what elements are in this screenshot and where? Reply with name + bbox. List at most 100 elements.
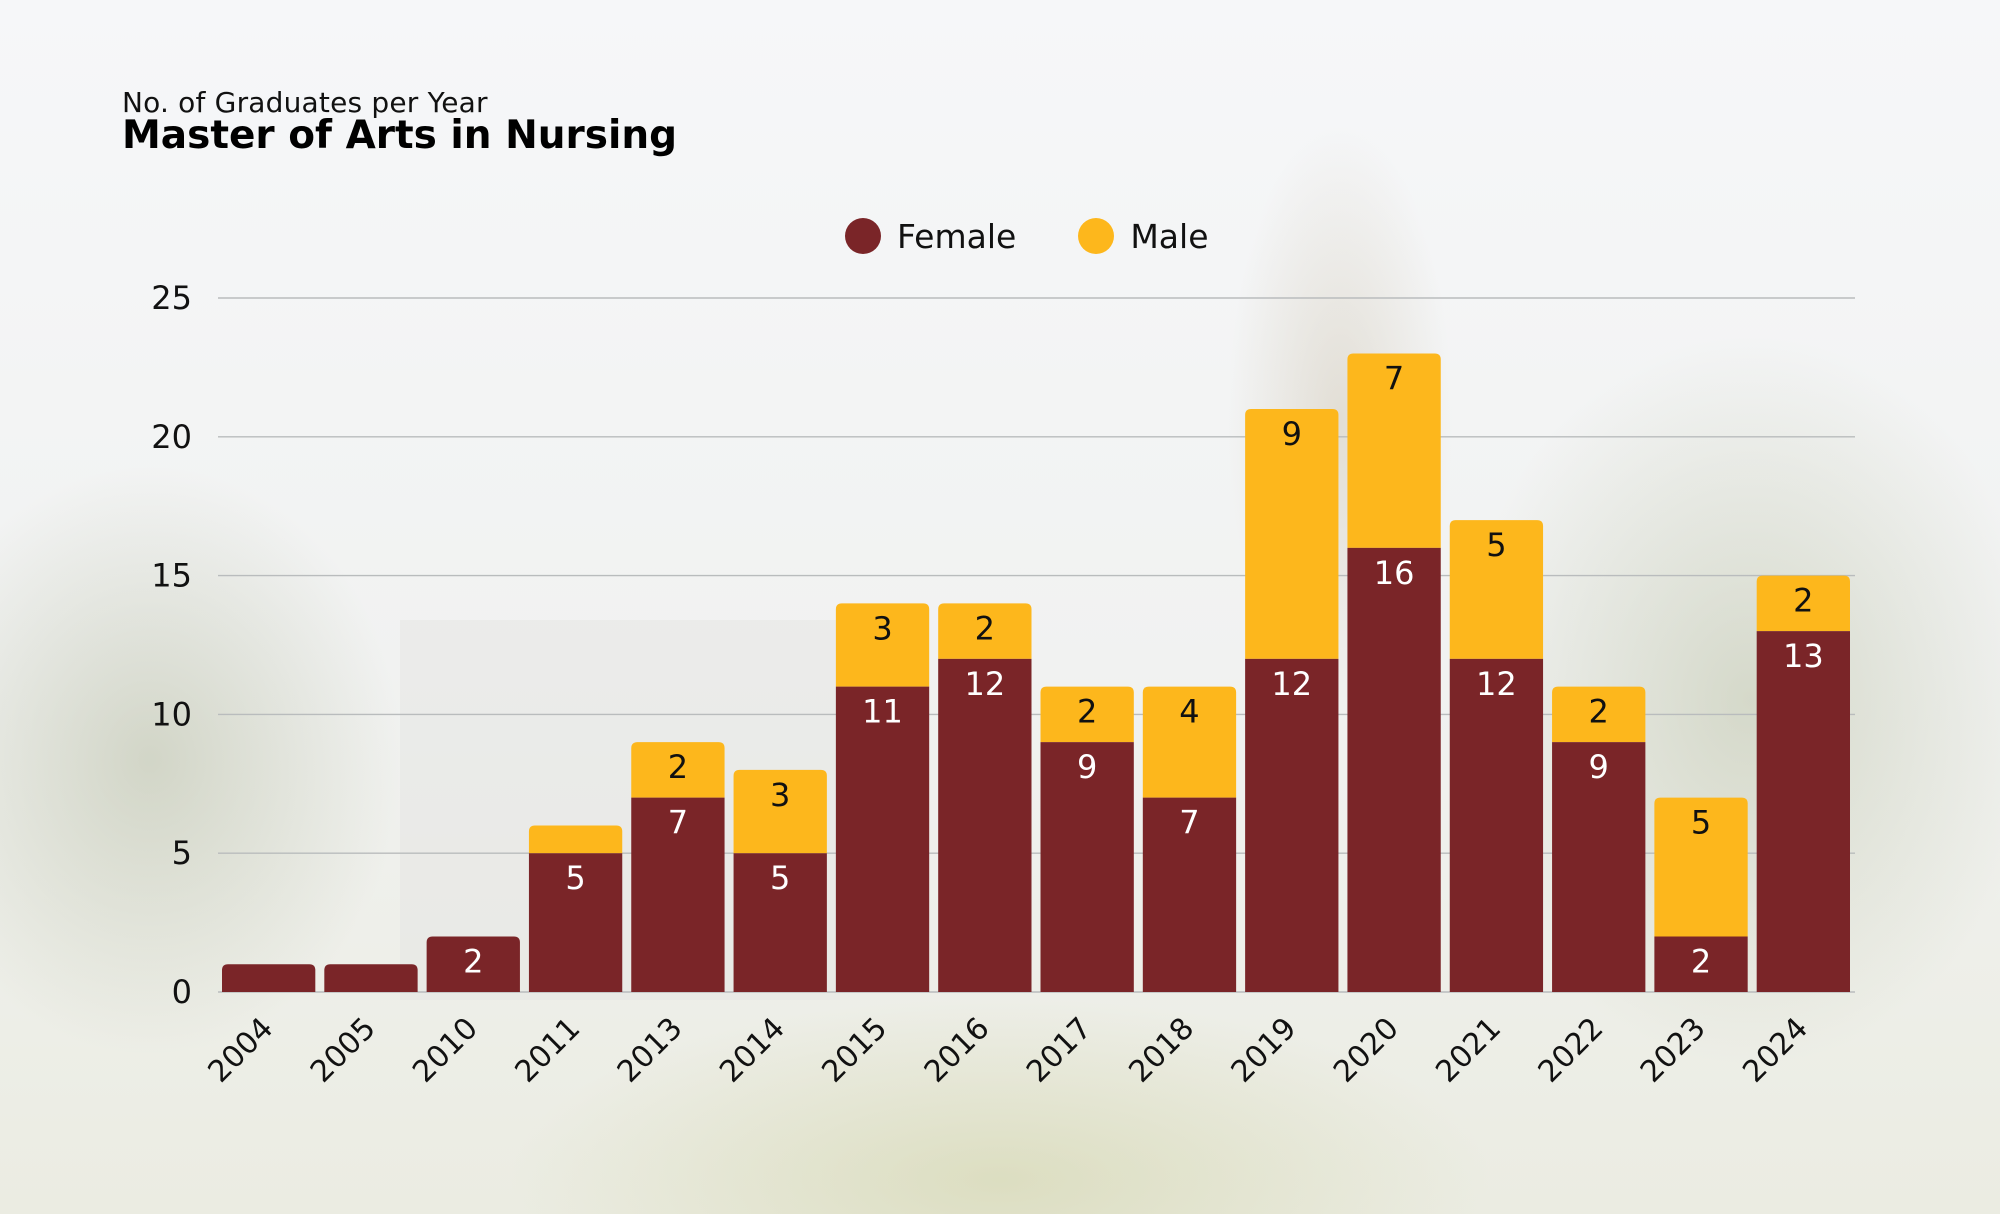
bar-male-2011[interactable] — [528, 825, 623, 854]
bar-male-2024[interactable] — [1756, 575, 1850, 632]
data-label-male: 5 — [1691, 804, 1711, 842]
data-label-male: 2 — [1793, 582, 1813, 620]
bar-male-2017[interactable] — [1040, 686, 1134, 743]
data-label-male: 2 — [1077, 693, 1097, 731]
x-tick-label: 2004 — [202, 1011, 281, 1090]
bar-group-2011: 5 — [528, 825, 623, 992]
data-label-female: 2 — [1691, 942, 1711, 980]
bar-group-2015: 3 11 — [835, 603, 930, 992]
bar-group-2024: 213 — [1756, 575, 1850, 992]
bar-group-2019: 9 12 — [1245, 409, 1339, 992]
data-label-female: 13 — [1783, 637, 1824, 675]
bar-female-2004[interactable] — [222, 964, 316, 992]
bar-female-2020[interactable] — [1347, 547, 1441, 992]
data-label-female: 5 — [565, 859, 585, 897]
data-label-female: 2 — [463, 942, 483, 980]
x-tick-label: 2023 — [1634, 1011, 1713, 1090]
legend-item-male[interactable]: Male — [1078, 216, 1209, 256]
x-tick-label: 2018 — [1122, 1011, 1201, 1090]
bar-group-2014: 35 — [733, 769, 827, 992]
data-label-female: 12 — [964, 665, 1005, 703]
data-label-female: 5 — [770, 859, 790, 897]
legend-label-male: Male — [1130, 216, 1209, 256]
data-label-male: 3 — [770, 776, 790, 814]
data-label-male: 2 — [975, 609, 995, 647]
bar-male-2020[interactable] — [1347, 353, 1441, 548]
bar-male-2021[interactable] — [1449, 520, 1544, 659]
bar-group-2017: 29 — [1040, 686, 1134, 992]
bar-group-2021: 5 12 — [1449, 520, 1544, 992]
x-tick-label: 2013 — [611, 1011, 690, 1090]
bar-male-2015[interactable] — [835, 603, 930, 687]
bar-male-2019[interactable] — [1245, 409, 1339, 659]
y-tick-label: 20 — [151, 418, 192, 456]
bar-female-2011[interactable] — [528, 853, 623, 992]
bar-group-2020: 7 16 — [1347, 353, 1441, 992]
bar-female-2015[interactable] — [835, 686, 930, 992]
y-tick-label: 10 — [151, 695, 192, 733]
bar-group-2016: 212 — [938, 603, 1032, 992]
x-tick-label: 2020 — [1327, 1011, 1406, 1090]
x-axis: 2004 2005 2010 2011 2013 2014 2015 2016 2017 2018… — [202, 1011, 1815, 1090]
bar-female-2013[interactable] — [631, 797, 725, 992]
bar-group-2005 — [324, 964, 418, 992]
bar-female-2017[interactable] — [1040, 742, 1134, 992]
x-tick-label: 2010 — [406, 1011, 485, 1090]
bar-female-2021[interactable] — [1449, 658, 1544, 992]
x-tick-label: 2011 — [509, 1011, 588, 1090]
bar-male-2023[interactable] — [1654, 797, 1748, 937]
legend-swatch-female — [845, 218, 881, 254]
y-tick-label: 5 — [172, 834, 192, 872]
legend-item-female[interactable]: Female — [845, 217, 1016, 256]
x-tick-label: 2014 — [713, 1011, 792, 1090]
bar-female-2014[interactable] — [733, 853, 827, 992]
data-label-male: 2 — [668, 748, 688, 786]
legend-label-female: Female — [897, 216, 1017, 256]
data-label-female: 7 — [1179, 804, 1199, 842]
legend-swatch-male — [1078, 218, 1115, 254]
data-label-female: 16 — [1374, 554, 1415, 592]
bar-group-2013: 27 — [631, 742, 725, 992]
chart-subtitle: No. of Graduates per Year — [122, 86, 488, 119]
x-tick-label: 2016 — [918, 1011, 997, 1090]
data-label-male: 7 — [1384, 360, 1404, 398]
data-label-female: 12 — [1271, 665, 1312, 703]
bar-female-2023[interactable] — [1654, 936, 1748, 992]
data-label-female: 9 — [1077, 748, 1097, 786]
bar-group-2004 — [222, 964, 316, 992]
y-axis: 0 5 10 15 20 25 — [151, 279, 192, 1011]
bar-female-2024[interactable] — [1756, 631, 1850, 992]
bar-female-2018[interactable] — [1142, 797, 1237, 992]
bar-male-2013[interactable] — [631, 742, 725, 798]
x-tick-label: 2022 — [1532, 1011, 1611, 1090]
y-tick-label: 25 — [151, 279, 192, 317]
bar-female-2010[interactable] — [426, 936, 520, 992]
bar-male-2018[interactable] — [1142, 686, 1237, 798]
x-tick-label: 2021 — [1429, 1011, 1508, 1090]
bar-female-2019[interactable] — [1245, 658, 1339, 992]
chart-title: Master of Arts in Nursing — [122, 113, 678, 158]
data-label-female: 12 — [1476, 665, 1517, 703]
bar-group-2023: 52 — [1654, 797, 1748, 992]
y-tick-label: 15 — [151, 557, 192, 595]
data-label-male: 4 — [1179, 693, 1199, 731]
data-label-male: 5 — [1486, 526, 1506, 564]
x-tick-label: 2017 — [1020, 1011, 1099, 1090]
data-label-male: 2 — [1589, 693, 1609, 731]
bar-male-2016[interactable] — [938, 603, 1032, 659]
bar-female-2022[interactable] — [1552, 742, 1646, 992]
bar-female-2005[interactable] — [324, 964, 418, 992]
bar-female-2016[interactable] — [938, 658, 1032, 992]
bar-male-2022[interactable] — [1552, 686, 1646, 743]
x-tick-label: 2005 — [304, 1011, 383, 1090]
data-label-male: 9 — [1282, 415, 1302, 453]
data-label-female: 9 — [1589, 748, 1609, 786]
data-label-female: 7 — [668, 804, 688, 842]
legend: Female Male — [845, 212, 1209, 260]
data-label-female: 11 — [862, 693, 903, 731]
x-tick-label: 2024 — [1736, 1011, 1815, 1090]
bar-group-2022: 29 — [1552, 686, 1646, 992]
bar-male-2014[interactable] — [733, 769, 827, 854]
